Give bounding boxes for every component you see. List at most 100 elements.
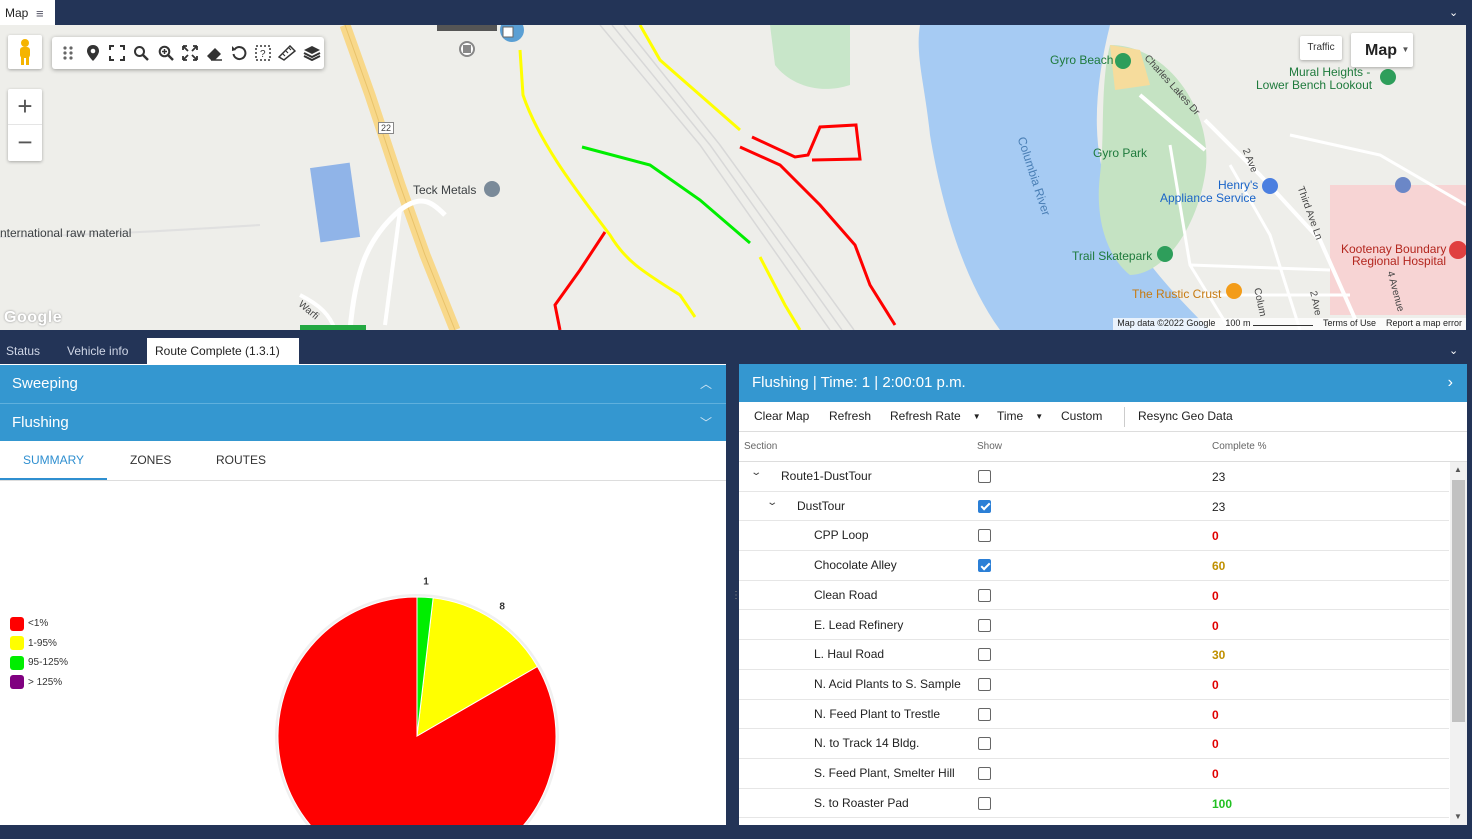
refresh-button[interactable]: Refresh (829, 409, 872, 423)
table-row[interactable]: S. to Roaster Pad 100 (739, 789, 1449, 819)
table-row[interactable]: ⌄ DustTour 23 (739, 492, 1449, 522)
table-row[interactable]: L. Haul Road 30 (739, 640, 1449, 670)
terms-link[interactable]: Terms of Use (1322, 318, 1376, 328)
table-row[interactable]: N. Feed Plant to Trestle 0 (739, 700, 1449, 730)
show-checkbox[interactable] (978, 737, 991, 751)
scroll-down-icon[interactable]: ▼ (1454, 812, 1462, 821)
pegman-icon (20, 39, 30, 65)
complete-percent: 0 (1212, 529, 1219, 544)
show-checkbox[interactable] (978, 648, 991, 662)
complete-percent: 0 (1212, 767, 1219, 781)
legend-swatch (10, 675, 24, 690)
report-error-link[interactable]: Report a map error (1385, 318, 1462, 328)
zoom-out-button[interactable]: − (17, 127, 33, 157)
legend-item[interactable]: 95-125% (10, 653, 68, 673)
pie-slice[interactable] (277, 596, 557, 825)
show-checkbox[interactable] (978, 529, 991, 543)
caret-down-icon: ▼ (972, 412, 981, 421)
table-row[interactable]: Chocolate Alley 60 (739, 551, 1449, 581)
table-row[interactable]: Clean Road 0 (739, 581, 1449, 611)
grid-scrollbar[interactable]: ▲ ▼ (1450, 462, 1467, 825)
column-complete[interactable]: Complete % (1212, 441, 1267, 452)
panel-splitter-icon[interactable]: ⋮ (731, 590, 741, 601)
show-checkbox[interactable] (978, 588, 991, 602)
table-row[interactable]: E. Lead Refinery 0 (739, 611, 1449, 641)
ruler-icon[interactable] (275, 40, 299, 66)
show-checkbox[interactable] (978, 796, 991, 810)
tab-status[interactable]: Status (6, 344, 41, 358)
subtab-summary[interactable]: SUMMARY (0, 441, 107, 480)
show-checkbox[interactable] (978, 499, 991, 513)
column-show[interactable]: Show (977, 441, 1003, 452)
show-checkbox[interactable] (978, 677, 991, 691)
search-icon[interactable] (129, 40, 153, 66)
refresh-rate-dropdown[interactable]: Refresh Rate ▼ (890, 409, 981, 423)
map-label-lower-bench: Lower Bench Lookout (1256, 78, 1373, 92)
expand-chevron-icon[interactable]: ⌄ (766, 496, 779, 508)
map-type-button[interactable]: Map ▼ (1351, 33, 1413, 67)
table-row[interactable]: N. Acid Plants to S. Sample 0 (739, 670, 1449, 700)
table-row[interactable]: S. Feed Plant, Smelter Hill 0 (739, 759, 1449, 789)
legend-item[interactable]: 1-95% (10, 634, 68, 654)
chevron-right-icon[interactable]: › (1447, 374, 1453, 391)
chevron-up-icon: ︿ (699, 377, 712, 391)
fit-bounds-icon[interactable] (105, 40, 129, 66)
section-name: S. Feed Plant, Smelter Hill (814, 766, 955, 780)
custom-button[interactable]: Custom (1061, 409, 1103, 423)
show-checkbox[interactable] (978, 470, 991, 483)
chevron-down-icon[interactable]: ⌄ (1449, 345, 1459, 357)
legend-item[interactable]: <1% (10, 614, 68, 634)
chevron-down-icon[interactable]: ⌄ (1449, 7, 1459, 19)
section-name: Route1-DustTour (781, 469, 872, 483)
zoom-in-icon[interactable] (153, 40, 177, 66)
complete-percent: 0 (1212, 618, 1219, 633)
drag-handle-icon[interactable] (56, 40, 80, 66)
clear-map-button[interactable]: Clear Map (754, 409, 810, 423)
expand-chevron-icon[interactable]: ⌄ (750, 467, 763, 478)
traffic-button[interactable]: Traffic (1300, 36, 1342, 60)
show-checkbox[interactable] (978, 559, 991, 573)
undo-icon[interactable] (227, 40, 251, 66)
layers-icon[interactable] (300, 40, 324, 66)
column-section[interactable]: Section (744, 441, 778, 452)
map-label-regional-hospital: Regional Hospital (1352, 254, 1447, 268)
grid-toolbar: Clear Map Refresh Refresh Rate ▼ Time ▼ Cu… (739, 402, 1467, 432)
eraser-icon[interactable] (202, 40, 226, 66)
show-checkbox[interactable] (978, 707, 991, 721)
scroll-up-icon[interactable]: ▲ (1454, 465, 1462, 474)
table-row[interactable]: ⌄ Route1-DustTour 23 (739, 462, 1449, 492)
map-tab-label: Map (5, 6, 29, 20)
map-attribution: Map data ©2022 Google 100 m Terms of Use… (1113, 318, 1466, 330)
flushing-status-text: Flushing | Time: 1 | 2:00:01 p.m. (752, 374, 966, 391)
section-name: S. to Roaster Pad (814, 795, 909, 810)
map-panel-tab[interactable]: Map ≡ (0, 0, 55, 25)
pie-data-label: 1 (423, 576, 429, 587)
table-row[interactable]: CPP Loop 0 (739, 521, 1449, 552)
show-checkbox[interactable] (978, 767, 991, 780)
map-view[interactable]: Gyro Beach Mural Heights - Lower Bench L… (0, 25, 1466, 330)
expand-icon[interactable] (178, 40, 202, 66)
show-checkbox[interactable] (978, 618, 991, 632)
resync-geo-data-button[interactable]: Resync Geo Data (1138, 409, 1233, 423)
map-label-teck-metals: Teck Metals (413, 183, 477, 197)
flushing-status-header: Flushing | Time: 1 | 2:00:01 p.m. › (739, 364, 1467, 402)
zoom-in-button[interactable]: + (8, 89, 42, 125)
left-panel: Sweeping ︿ Flushing ﹀ SUMMARY ZONES ROUT… (0, 364, 726, 825)
pie-slice[interactable] (416, 596, 434, 737)
pie-slice[interactable] (416, 597, 539, 737)
table-row[interactable]: N. to Track 14 Bldg. 0 (739, 729, 1449, 759)
legend-item[interactable]: > 125% (10, 673, 68, 693)
scrollbar-thumb[interactable] (1452, 480, 1465, 722)
tab-vehicle-info[interactable]: Vehicle info (67, 344, 129, 358)
accordion-flushing[interactable]: Flushing ﹀ (0, 403, 726, 441)
section-name: L. Haul Road (814, 647, 885, 662)
subtab-zones[interactable]: ZONES (130, 453, 172, 467)
time-dropdown[interactable]: Time ▼ (997, 409, 1044, 423)
location-pin-icon[interactable] (80, 40, 104, 66)
tab-route-complete[interactable]: Route Complete (1.3.1) (147, 338, 299, 364)
subtab-routes[interactable]: ROUTES (216, 453, 267, 467)
street-view-pegman[interactable] (8, 35, 42, 69)
accordion-sweeping[interactable]: Sweeping ︿ (0, 365, 726, 403)
select-help-icon[interactable]: ? (251, 40, 275, 66)
hamburger-icon[interactable]: ≡ (36, 6, 44, 21)
